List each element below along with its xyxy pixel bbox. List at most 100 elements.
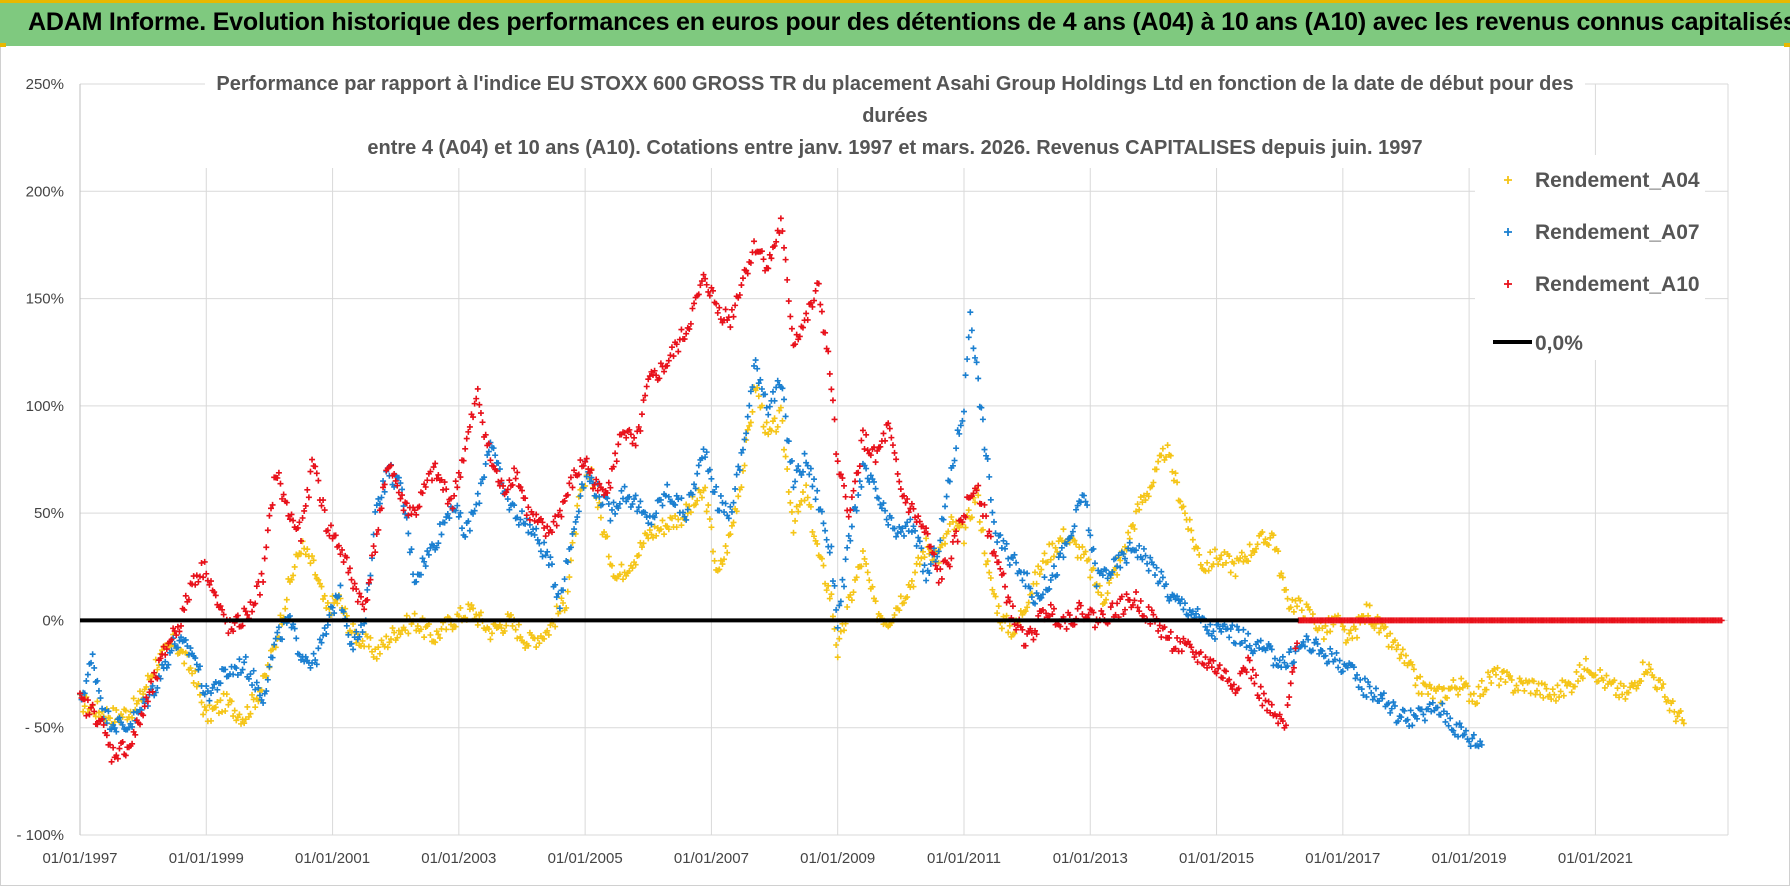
data-point <box>1363 601 1370 608</box>
data-point <box>976 518 983 525</box>
data-point <box>548 561 555 568</box>
data-point <box>271 641 278 648</box>
data-point <box>762 391 769 398</box>
data-point <box>1483 686 1490 693</box>
data-point <box>1306 606 1313 613</box>
data-point <box>779 228 786 235</box>
data-point <box>522 644 529 651</box>
data-point <box>1058 544 1065 551</box>
data-point <box>1631 679 1638 686</box>
data-point <box>574 514 581 521</box>
data-point <box>297 656 304 663</box>
data-point <box>556 605 563 612</box>
data-point <box>597 514 604 521</box>
data-point <box>1136 542 1143 549</box>
data-point <box>1003 540 1010 547</box>
data-point <box>678 522 685 529</box>
data-point <box>855 469 862 476</box>
data-point <box>1032 600 1039 607</box>
data-point <box>1036 571 1043 578</box>
data-point <box>768 255 775 262</box>
data-point <box>1098 592 1105 599</box>
data-point <box>187 645 194 652</box>
data-point <box>378 505 385 512</box>
data-point <box>1379 695 1386 702</box>
data-point <box>394 634 401 641</box>
data-point <box>572 518 579 525</box>
data-point <box>736 467 743 474</box>
data-point <box>203 707 210 714</box>
data-point <box>629 440 636 447</box>
data-point <box>960 540 967 547</box>
data-point <box>1319 647 1326 654</box>
data-point <box>648 368 655 375</box>
data-point <box>747 259 754 266</box>
data-point <box>1453 721 1460 728</box>
data-point <box>249 608 256 615</box>
data-point <box>102 706 109 713</box>
data-point <box>861 555 868 562</box>
data-point <box>544 548 551 555</box>
data-point <box>1003 599 1010 606</box>
data-point <box>425 551 432 558</box>
data-point <box>260 578 267 585</box>
data-point <box>241 659 248 666</box>
data-point <box>541 524 548 531</box>
data-point <box>1005 594 1012 601</box>
data-point <box>149 688 156 695</box>
data-point <box>89 651 96 658</box>
data-point <box>1125 545 1132 552</box>
data-point <box>1185 612 1192 619</box>
data-point <box>1027 625 1034 632</box>
data-point <box>1046 612 1053 619</box>
data-point <box>178 634 185 641</box>
data-point <box>1571 683 1578 690</box>
data-point <box>664 362 671 369</box>
data-point <box>826 595 833 602</box>
data-point <box>1401 707 1408 714</box>
data-point <box>285 512 292 519</box>
data-point <box>558 513 565 520</box>
data-point <box>1041 550 1048 557</box>
data-point <box>174 623 181 630</box>
data-point <box>526 516 533 523</box>
data-point <box>717 557 724 564</box>
data-point <box>286 613 293 620</box>
data-point <box>1207 621 1214 628</box>
data-point <box>397 480 404 487</box>
data-point <box>560 587 567 594</box>
data-point <box>1414 675 1421 682</box>
data-point <box>432 639 439 646</box>
data-point <box>766 251 773 258</box>
data-point <box>351 580 358 587</box>
data-point <box>605 479 612 486</box>
data-point <box>635 423 642 430</box>
data-point <box>84 697 91 704</box>
data-point <box>642 392 649 399</box>
data-point <box>773 428 780 435</box>
data-point <box>1273 713 1280 720</box>
data-point <box>828 543 835 550</box>
data-point <box>1287 680 1294 687</box>
data-point <box>1508 676 1515 683</box>
data-point <box>1156 578 1163 585</box>
data-point <box>307 664 314 671</box>
data-point <box>514 469 521 476</box>
data-point <box>743 430 750 437</box>
data-point <box>673 492 680 499</box>
data-point <box>637 498 644 505</box>
data-point <box>585 466 592 473</box>
data-point <box>768 427 775 434</box>
data-point <box>370 543 377 550</box>
data-point <box>1478 741 1485 748</box>
data-point <box>962 514 969 521</box>
data-point <box>610 463 617 470</box>
data-point <box>560 599 567 606</box>
data-point <box>452 623 459 630</box>
data-point <box>245 675 252 682</box>
data-point <box>987 533 994 540</box>
data-point <box>1013 626 1020 633</box>
data-point <box>1309 647 1316 654</box>
data-point <box>930 545 937 552</box>
data-point <box>545 631 552 638</box>
